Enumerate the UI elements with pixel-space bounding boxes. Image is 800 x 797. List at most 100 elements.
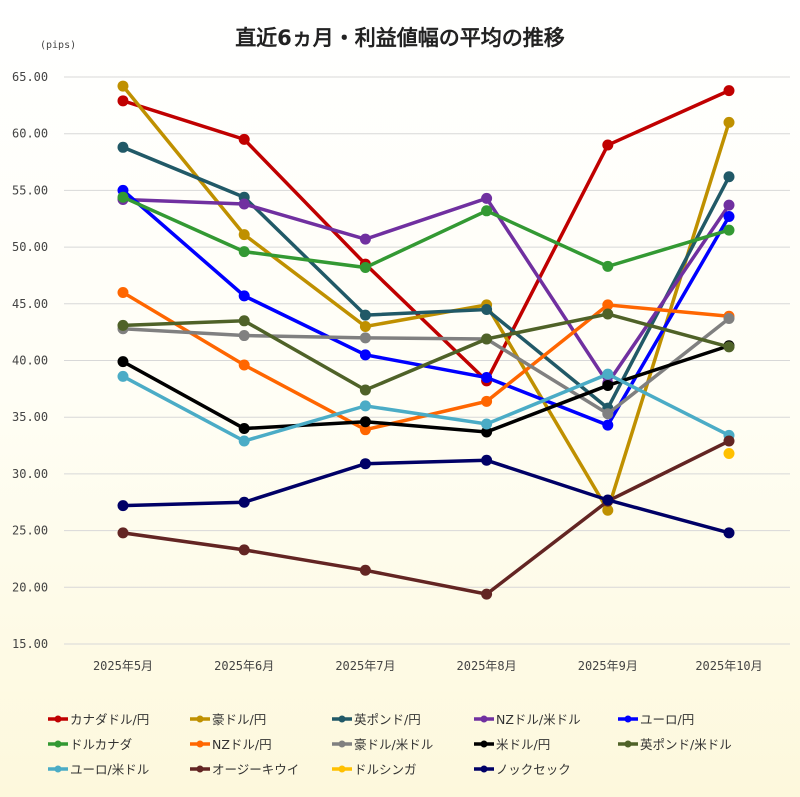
series-11 [117, 435, 735, 600]
series-6 [117, 286, 735, 436]
legend-item: カナダドル/円 [48, 712, 149, 727]
series-5 [117, 191, 735, 274]
data-point [359, 424, 371, 436]
series-line [122, 195, 730, 270]
legend-item: ドルシンガ [332, 762, 417, 777]
data-point [602, 308, 614, 320]
data-point [723, 341, 735, 353]
y-tick-label: 40.00 [12, 354, 48, 368]
legend-item: 英ポンド/米ドル [618, 737, 732, 752]
series-2 [117, 141, 735, 414]
legend-label: 豪ドル/円 [212, 712, 266, 727]
legend-marker [338, 765, 346, 773]
data-point [359, 349, 371, 361]
x-tick-label: 2025年7月 [335, 659, 395, 673]
series-line [122, 458, 730, 535]
data-point [359, 262, 371, 274]
y-tick-label: 15.00 [12, 637, 48, 651]
series-10 [117, 368, 735, 447]
legend-item: オージーキウイ [190, 762, 299, 777]
data-point [238, 330, 250, 342]
data-point [481, 192, 493, 204]
legend-label: オージーキウイ [212, 762, 299, 777]
x-tick-label: 2025年10月 [695, 659, 762, 673]
series-line [122, 317, 731, 416]
data-point [602, 504, 614, 516]
legend-marker [624, 740, 632, 748]
data-point [481, 418, 493, 430]
data-point [238, 290, 250, 302]
series-line [122, 439, 730, 596]
data-point [238, 544, 250, 556]
data-point [481, 454, 493, 466]
data-point [723, 447, 735, 459]
series-0 [117, 85, 735, 387]
data-point [602, 299, 614, 311]
y-tick-label: 65.00 [12, 70, 48, 84]
legend-marker [338, 740, 346, 748]
legend-label: ドルカナダ [70, 737, 132, 752]
y-tick-label: 30.00 [12, 467, 48, 481]
data-point [359, 233, 371, 245]
legend-marker [624, 715, 632, 723]
legend-label: 英ポンド/米ドル [640, 737, 732, 752]
data-point [723, 116, 735, 128]
legend-marker [480, 715, 488, 723]
data-point [117, 500, 129, 512]
legend-label: ユーロ/米ドル [70, 762, 149, 777]
data-point [359, 564, 371, 576]
data-point [481, 303, 493, 315]
legend-item: ユーロ/米ドル [48, 762, 149, 777]
data-point [602, 139, 614, 151]
data-point [723, 210, 735, 222]
data-point [238, 133, 250, 145]
legend-marker [196, 715, 204, 723]
series-1 [117, 80, 735, 516]
data-point [117, 141, 129, 153]
legend-item: ノックセック [474, 762, 571, 777]
data-point [117, 319, 129, 331]
data-point [359, 416, 371, 428]
data-point [723, 224, 735, 236]
y-tick-label: 55.00 [12, 183, 48, 197]
data-point [723, 199, 735, 211]
legend-marker [196, 740, 204, 748]
y-tick-label: 35.00 [12, 410, 48, 424]
series-13 [117, 454, 735, 539]
data-point [117, 80, 129, 92]
data-point [238, 198, 250, 210]
legend-marker [480, 740, 488, 748]
legend-item: ドルカナダ [48, 737, 132, 752]
series-line [122, 89, 730, 384]
data-point [602, 260, 614, 272]
data-point [481, 426, 493, 438]
data-point [117, 286, 129, 298]
legend-marker [480, 765, 488, 773]
data-point [481, 372, 493, 384]
data-point [481, 588, 493, 600]
data-point [359, 458, 371, 470]
legend-label: NZドル/米ドル [496, 712, 581, 727]
data-point [723, 527, 735, 539]
legend-marker [54, 765, 62, 773]
data-point [602, 494, 614, 506]
legend-label: ドルシンガ [354, 762, 417, 777]
x-tick-label: 2025年6月 [214, 659, 274, 673]
legend-label: 英ポンド/円 [354, 712, 421, 727]
data-point [238, 359, 250, 371]
y-tick-label: 45.00 [12, 297, 48, 311]
legend-label: ユーロ/円 [640, 712, 694, 727]
x-tick-label: 2025年8月 [457, 659, 517, 673]
series-12 [723, 447, 735, 459]
data-point [723, 171, 735, 183]
data-point [602, 408, 614, 420]
data-point [238, 229, 250, 241]
x-tick-label: 2025年5月 [93, 659, 153, 673]
data-point [117, 191, 129, 203]
chart-title: 直近6ヵ月・利益値幅の平均の推移 [235, 26, 565, 50]
data-point [359, 332, 371, 344]
legend-label: カナダドル/円 [70, 712, 149, 727]
y-tick-label: 50.00 [12, 240, 48, 254]
data-point [117, 370, 129, 382]
